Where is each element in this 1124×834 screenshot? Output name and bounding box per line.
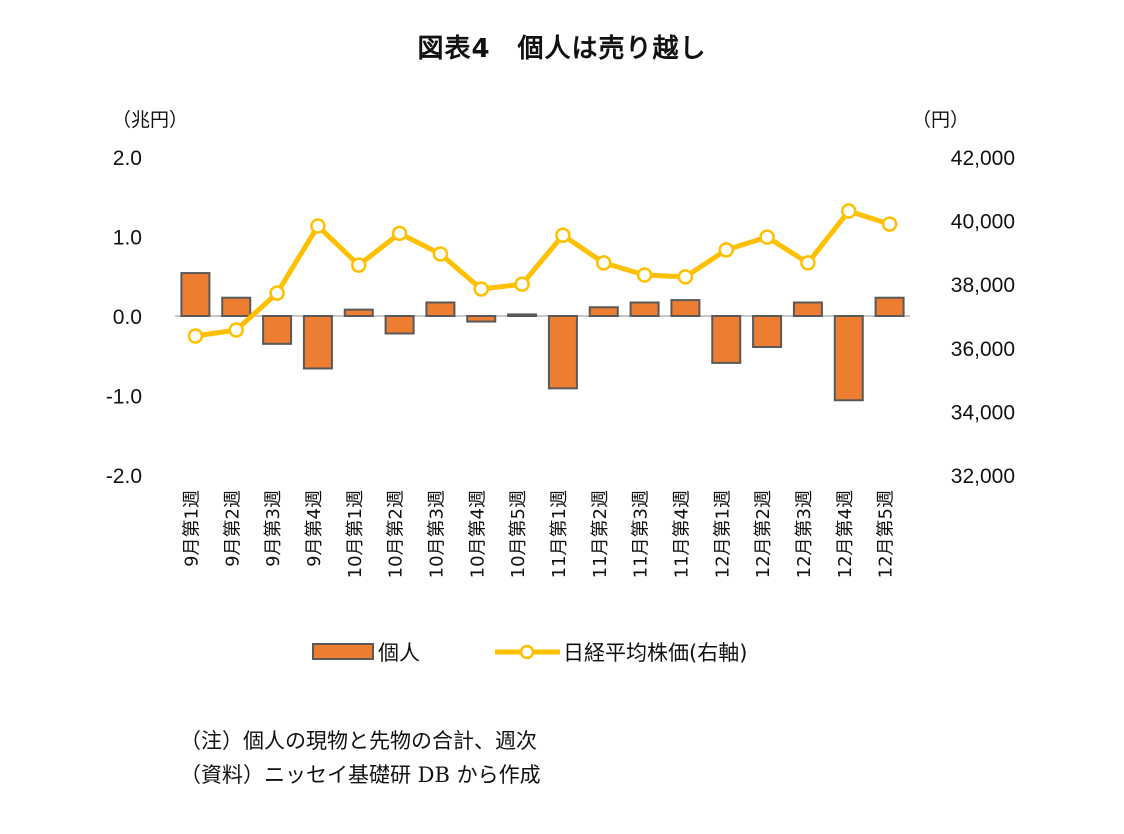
nikkei-point-11 bbox=[596, 255, 612, 271]
x-tick-label: 10月第5週 bbox=[508, 490, 529, 578]
x-tick-label: 10月第2週 bbox=[386, 490, 407, 578]
legend-label-individual: 個人 bbox=[378, 641, 420, 665]
bar-1 bbox=[180, 272, 211, 318]
x-tick-label: 12月第5週 bbox=[876, 490, 897, 578]
nikkei-point-8 bbox=[473, 281, 489, 297]
right-tick-label: 34,000 bbox=[951, 401, 1015, 424]
bar-7 bbox=[425, 301, 456, 317]
bar-12 bbox=[629, 301, 660, 317]
bar-8 bbox=[466, 315, 497, 323]
x-axis-labels: 9月第1週 9月第2週 9月第3週 9月第4週 10月第1週 10月第2週 10月第3週 10… bbox=[181, 490, 896, 578]
bar-5 bbox=[343, 308, 374, 318]
x-tick-label: 12月第2週 bbox=[753, 490, 774, 578]
nikkei-point-7 bbox=[432, 246, 449, 262]
right-axis-unit: （円） bbox=[912, 109, 969, 131]
note-text: （注）個人の現物と先物の合計、週次 bbox=[180, 729, 537, 753]
nikkei-point-13 bbox=[677, 269, 694, 285]
nikkei-point-10 bbox=[555, 227, 571, 243]
bar-3 bbox=[262, 315, 293, 345]
right-tick-label: 40,000 bbox=[951, 211, 1015, 234]
bar-6 bbox=[384, 315, 415, 335]
right-axis: （円） 42,000 40,000 38,000 36,000 34,000 32,000 bbox=[912, 109, 1015, 488]
legend: 個人 日経平均株価(右軸) bbox=[312, 641, 747, 665]
bar-4 bbox=[302, 315, 333, 370]
nikkei-point-14 bbox=[718, 242, 734, 258]
bar-15 bbox=[752, 315, 783, 349]
right-tick-label: 38,000 bbox=[951, 274, 1015, 297]
left-tick-label: 1.0 bbox=[113, 227, 142, 250]
source-text: （資料）ニッセイ基礎研 DB から作成 bbox=[180, 763, 541, 787]
left-axis-unit: （兆円） bbox=[112, 109, 188, 131]
right-tick-label: 36,000 bbox=[951, 338, 1015, 361]
nikkei-line bbox=[195, 208, 891, 339]
bar-17 bbox=[833, 315, 864, 402]
bar-16 bbox=[792, 301, 823, 317]
x-tick-label: 10月第3週 bbox=[426, 490, 447, 578]
bar-13 bbox=[670, 299, 701, 318]
left-tick-label: -1.0 bbox=[106, 386, 142, 409]
nikkei-point-18 bbox=[881, 216, 898, 232]
nikkei-point-2 bbox=[228, 322, 244, 338]
x-tick-label: 9月第1週 bbox=[181, 490, 202, 567]
x-tick-label: 11月第3週 bbox=[631, 490, 652, 578]
nikkei-point-12 bbox=[636, 267, 653, 283]
bar-2 bbox=[221, 296, 252, 317]
nikkei-point-3 bbox=[269, 285, 285, 301]
legend-label-nikkei: 日経平均株価(右軸) bbox=[563, 641, 747, 665]
right-tick-label: 42,000 bbox=[951, 147, 1015, 170]
line-series bbox=[187, 203, 898, 344]
nikkei-point-17 bbox=[841, 203, 857, 219]
bar-18 bbox=[874, 296, 905, 317]
nikkei-point-6 bbox=[391, 225, 408, 242]
left-tick-label: 2.0 bbox=[113, 147, 142, 170]
x-tick-label: 12月第3週 bbox=[794, 490, 815, 578]
bar-14 bbox=[711, 315, 742, 364]
right-tick-label: 32,000 bbox=[951, 465, 1015, 488]
legend-bar-swatch bbox=[312, 643, 374, 660]
left-tick-label: 0.0 bbox=[113, 306, 142, 329]
nikkei-point-4 bbox=[310, 218, 326, 234]
nikkei-point-15 bbox=[759, 229, 775, 245]
x-tick-label: 12月第4週 bbox=[835, 490, 856, 578]
bar-9 bbox=[507, 313, 538, 318]
x-tick-label: 12月第1週 bbox=[712, 490, 733, 578]
x-tick-label: 11月第1週 bbox=[549, 490, 570, 578]
x-tick-label: 9月第3週 bbox=[263, 490, 284, 567]
x-tick-label: 9月第4週 bbox=[304, 490, 325, 567]
nikkei-point-5 bbox=[351, 257, 367, 273]
bar-11 bbox=[588, 306, 619, 318]
left-axis: （兆円） 2.0 1.0 0.0 -1.0 -2.0 bbox=[106, 109, 188, 488]
nikkei-point-1 bbox=[187, 328, 204, 344]
bar-series bbox=[180, 272, 905, 402]
bar-10 bbox=[547, 315, 578, 390]
x-tick-label: 11月第4週 bbox=[671, 490, 692, 578]
x-tick-label: 10月第4週 bbox=[467, 490, 488, 578]
nikkei-point-16 bbox=[800, 255, 816, 271]
x-tick-label: 10月第1週 bbox=[345, 490, 366, 578]
chart-notes: （注）個人の現物と先物の合計、週次 （資料）ニッセイ基礎研 DB から作成 bbox=[180, 724, 541, 792]
nikkei-point-9 bbox=[514, 276, 530, 292]
x-tick-label: 9月第2週 bbox=[222, 490, 243, 567]
chart-title: 図表4 個人は売り越し bbox=[417, 34, 707, 64]
left-tick-label: -2.0 bbox=[106, 465, 142, 488]
legend-marker bbox=[519, 644, 535, 660]
x-tick-label: 11月第2週 bbox=[590, 490, 611, 578]
